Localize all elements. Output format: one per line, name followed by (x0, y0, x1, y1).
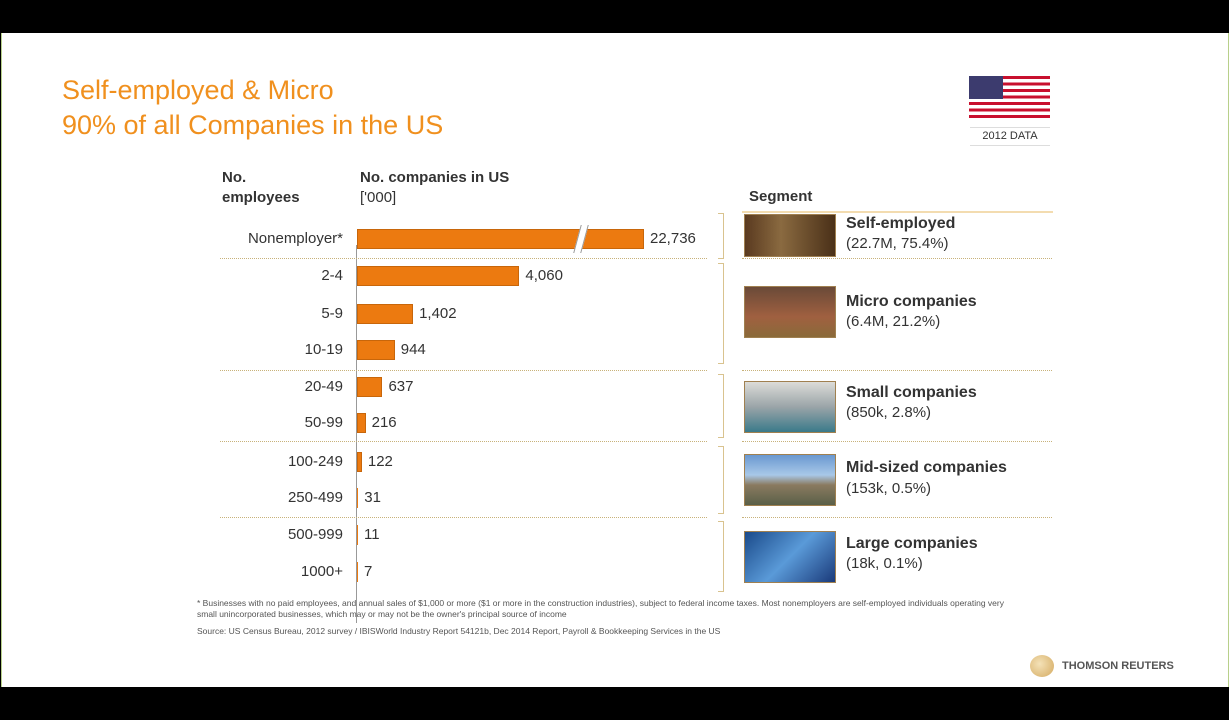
bar (357, 452, 362, 472)
bar (357, 304, 414, 324)
data-year-badge: 2012 DATA (970, 127, 1050, 146)
row-label: 5-9 (321, 305, 343, 322)
divider (742, 258, 1052, 259)
row-label: 20-49 (304, 378, 343, 395)
segment-name: Micro companies (846, 293, 977, 310)
row-label: 250-499 (287, 489, 343, 506)
segment-header: Segment (749, 188, 813, 205)
value-label: 11 (364, 526, 380, 543)
segment-name: Small companies (846, 384, 977, 401)
segment-name: Mid-sized companies (846, 459, 1007, 476)
divider (742, 441, 1052, 442)
header-line: No. (222, 169, 247, 186)
value-label: 216 (371, 414, 397, 431)
value-label: 1,402 (419, 305, 457, 322)
segment-detail: (18k, 0.1%) (846, 555, 923, 572)
header-line: employees (222, 189, 300, 206)
value-label: 7 (364, 563, 373, 580)
logo-text: THOMSON REUTERS (1062, 660, 1174, 672)
bar (357, 229, 644, 249)
units-label: ['000] (360, 189, 397, 206)
bar (357, 266, 520, 286)
segment-name: Self-employed (846, 215, 956, 232)
small-companies-photo (744, 381, 836, 433)
divider (220, 441, 707, 442)
segment-header-rule (742, 211, 1053, 213)
row-label: 2-4 (321, 267, 343, 284)
divider (742, 517, 1052, 518)
bar (357, 413, 366, 433)
segment-detail: (850k, 2.8%) (846, 404, 932, 421)
slide-title: Self-employed & Micro 90% of all Compani… (62, 73, 443, 143)
value-label: 122 (367, 453, 393, 470)
self-employed-photo (744, 214, 836, 257)
thomson-reuters-logo: THOMSON REUTERS (1030, 655, 1174, 677)
row-label: 50-99 (304, 414, 343, 431)
bracket (718, 521, 724, 592)
bar (357, 488, 359, 508)
row-label: 100-249 (287, 453, 343, 470)
bracket (718, 263, 724, 364)
bracket (718, 213, 724, 259)
header-line: No. companies in US (360, 169, 510, 186)
row-label: 10-19 (304, 341, 343, 358)
bar (357, 377, 383, 397)
globe-icon (1030, 655, 1054, 677)
segment-detail: (6.4M, 21.2%) (846, 313, 941, 330)
chart-axis (356, 245, 357, 623)
mid-sized-companies-photo (744, 454, 836, 506)
us-flag-icon (969, 76, 1050, 118)
value-label: 944 (400, 341, 426, 358)
employees-header: No. employees (222, 168, 300, 208)
bracket (718, 446, 724, 514)
bar (357, 340, 395, 360)
micro-companies-photo (744, 286, 836, 338)
slide: Self-employed & Micro 90% of all Compani… (1, 33, 1229, 687)
bar (357, 562, 358, 582)
segment-name: Large companies (846, 535, 978, 552)
segment-detail: (153k, 0.5%) (846, 480, 932, 497)
value-label: 31 (364, 489, 381, 506)
divider (742, 370, 1052, 371)
bracket (718, 374, 724, 438)
title-line-2: 90% of all Companies in the US (62, 110, 444, 140)
bar (357, 525, 358, 545)
row-label: 1000+ (300, 563, 343, 580)
source-note: Source: US Census Bureau, 2012 survey / … (197, 626, 721, 636)
value-label: 4,060 (525, 267, 563, 284)
divider (220, 370, 707, 371)
row-label: Nonemployer* (247, 230, 343, 247)
value-label: 22,736 (650, 230, 696, 247)
companies-header: No. companies in US ['000] (360, 168, 509, 208)
title-line-1: Self-employed & Micro (62, 75, 334, 105)
footnote: * Businesses with no paid employees, and… (197, 598, 1004, 619)
value-label: 637 (388, 378, 414, 395)
divider (220, 517, 707, 518)
divider (220, 258, 707, 259)
row-label: 500-999 (287, 526, 343, 543)
segment-detail: (22.7M, 75.4%) (846, 235, 949, 252)
large-companies-photo (744, 531, 836, 583)
